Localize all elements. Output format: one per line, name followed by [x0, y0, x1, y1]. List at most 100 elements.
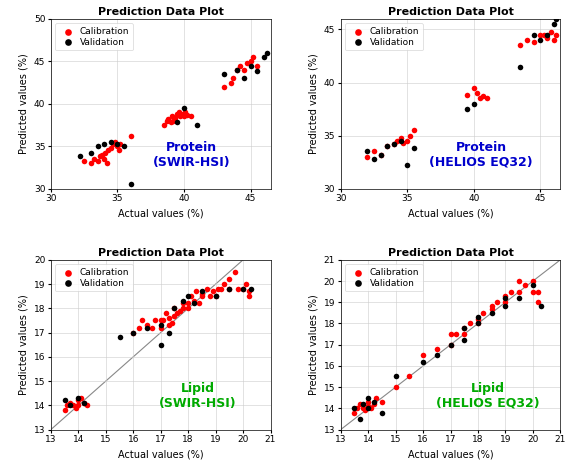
Text: Protein
(HELIOS EQ32): Protein (HELIOS EQ32): [430, 141, 533, 169]
Calibration: [383, 143, 392, 150]
Calibration: [501, 292, 510, 300]
X-axis label: Actual values (%): Actual values (%): [118, 450, 204, 460]
Calibration: [460, 324, 469, 331]
Calibration: [476, 95, 485, 102]
Calibration: [432, 345, 441, 353]
Validation: [552, 15, 561, 23]
Validation: [358, 400, 367, 408]
Validation: [252, 67, 261, 75]
Calibration: [80, 158, 89, 165]
Calibration: [168, 113, 177, 120]
Calibration: [469, 84, 478, 92]
Calibration: [370, 148, 379, 155]
Calibration: [198, 293, 207, 300]
Validation: [378, 409, 387, 416]
Calibration: [66, 399, 75, 407]
Calibration: [403, 137, 412, 144]
Title: Prediction Data Plot: Prediction Data Plot: [388, 7, 513, 17]
Calibration: [162, 117, 171, 125]
Calibration: [479, 93, 488, 100]
Validation: [126, 181, 135, 188]
Calibration: [366, 405, 375, 412]
Validation: [376, 151, 385, 159]
Calibration: [63, 402, 72, 409]
Calibration: [501, 298, 510, 306]
Calibration: [143, 321, 152, 329]
Validation: [391, 373, 400, 380]
Validation: [119, 143, 128, 150]
Calibration: [353, 405, 362, 412]
Calibration: [170, 114, 179, 122]
Calibration: [549, 36, 558, 44]
Validation: [66, 402, 75, 409]
Text: Lipid
(HELIOS EQ32): Lipid (HELIOS EQ32): [436, 381, 540, 410]
Validation: [106, 138, 115, 146]
Legend: Calibration, Validation: Calibration, Validation: [345, 24, 423, 51]
Validation: [549, 20, 558, 28]
Calibration: [233, 285, 242, 293]
Validation: [262, 49, 271, 57]
Calibration: [391, 383, 400, 391]
Calibration: [169, 117, 178, 125]
Legend: Calibration, Validation: Calibration, Validation: [345, 264, 423, 291]
Validation: [143, 324, 152, 331]
Calibration: [211, 293, 220, 300]
Validation: [350, 405, 359, 412]
Calibration: [462, 92, 471, 99]
Calibration: [164, 115, 173, 123]
Calibration: [189, 297, 198, 305]
Calibration: [114, 147, 123, 154]
Calibration: [220, 83, 229, 91]
Calibration: [96, 152, 105, 160]
Calibration: [109, 141, 118, 148]
Calibration: [203, 285, 212, 293]
Calibration: [248, 53, 258, 61]
Validation: [363, 148, 372, 155]
Calibration: [102, 160, 112, 167]
Calibration: [244, 293, 253, 300]
Validation: [537, 303, 546, 310]
Validation: [179, 104, 188, 112]
Validation: [542, 31, 551, 39]
Validation: [462, 105, 471, 113]
Title: Prediction Data Plot: Prediction Data Plot: [388, 248, 513, 258]
Validation: [474, 320, 483, 327]
Calibration: [198, 290, 207, 297]
Calibration: [79, 399, 88, 407]
X-axis label: Actual values (%): Actual values (%): [408, 450, 494, 460]
Calibration: [514, 277, 524, 285]
Validation: [514, 294, 524, 302]
Calibration: [378, 398, 387, 406]
Validation: [501, 294, 510, 302]
Validation: [189, 300, 198, 307]
Validation: [128, 329, 138, 337]
Calibration: [409, 126, 418, 134]
Calibration: [82, 402, 91, 409]
Calibration: [483, 95, 492, 102]
Legend: Calibration, Validation: Calibration, Validation: [55, 24, 133, 51]
Validation: [173, 118, 182, 126]
X-axis label: Actual values (%): Actual values (%): [118, 209, 204, 219]
Calibration: [93, 158, 102, 165]
Calibration: [170, 304, 179, 312]
Calibration: [186, 113, 195, 120]
Calibration: [542, 34, 551, 42]
Calibration: [520, 281, 529, 289]
Validation: [432, 352, 441, 359]
Calibration: [246, 58, 255, 65]
Calibration: [452, 330, 461, 338]
Calibration: [522, 36, 531, 44]
Validation: [220, 70, 229, 78]
Calibration: [479, 309, 488, 317]
Calibration: [214, 285, 223, 293]
Validation: [460, 337, 469, 344]
Calibration: [460, 330, 469, 338]
Calibration: [74, 396, 83, 404]
Calibration: [507, 288, 516, 295]
Validation: [536, 36, 545, 44]
Calibration: [205, 293, 215, 300]
Validation: [115, 334, 124, 341]
Calibration: [492, 298, 501, 306]
Calibration: [369, 400, 378, 408]
Calibration: [156, 317, 165, 324]
